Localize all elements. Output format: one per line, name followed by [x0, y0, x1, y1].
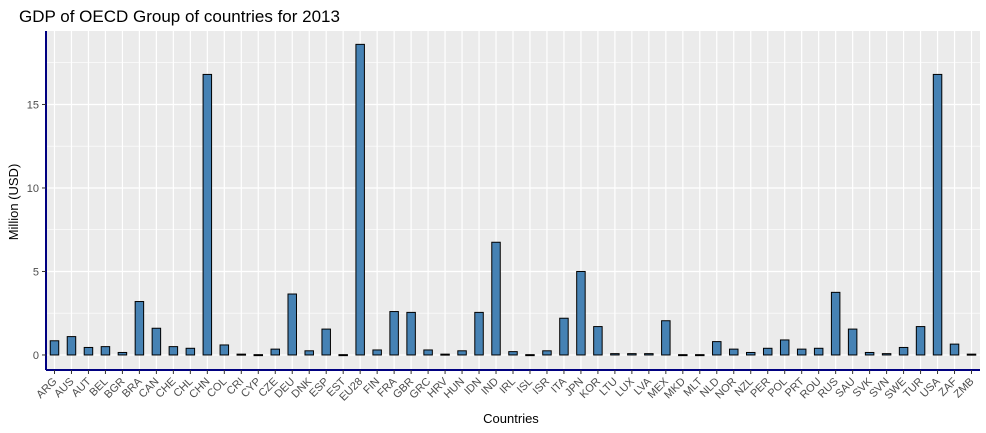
- bar-cri: [236, 353, 247, 356]
- bar-per: [762, 347, 773, 356]
- bar-che: [168, 346, 179, 356]
- bar-rus: [830, 291, 841, 356]
- bar-rou: [813, 347, 824, 356]
- chart-title: GDP of OECD Group of countries for 2013: [19, 7, 340, 26]
- y-axis-title: Million (USD): [6, 164, 21, 241]
- bar-fra: [389, 311, 399, 356]
- bar-isl: [525, 354, 535, 357]
- y-tick-label: 0: [33, 350, 39, 362]
- x-tick-label: ISL: [515, 376, 535, 396]
- bar-deu: [287, 293, 297, 356]
- bar-nld: [712, 341, 722, 356]
- bar-irl: [508, 351, 518, 356]
- bar-gbr: [406, 311, 416, 356]
- y-tick-label: 15: [27, 99, 39, 111]
- bar-ita: [559, 317, 569, 356]
- bar-cyp: [253, 354, 264, 357]
- bar-zaf: [949, 343, 960, 356]
- bar-kor: [593, 326, 603, 356]
- x-tick-label: ZMB: [952, 376, 977, 401]
- bar-esp: [321, 328, 331, 356]
- bar-ltu: [610, 353, 620, 356]
- bar-fin: [372, 349, 382, 356]
- y-tick-label: 5: [33, 266, 39, 278]
- bar-idn: [474, 311, 484, 356]
- bar-eu28: [355, 43, 365, 356]
- bar-cze: [270, 348, 281, 356]
- x-axis-title: Countries: [483, 411, 539, 426]
- bar-mkd: [678, 354, 688, 357]
- y-tick-labels: 0 5 10 15: [27, 99, 39, 361]
- bar-chn: [202, 73, 213, 356]
- bar-tur: [915, 326, 926, 356]
- bar-col: [219, 344, 230, 356]
- bars: [49, 43, 977, 357]
- bar-mex: [661, 320, 671, 356]
- x-tick-labels: ARGAUSAUTBELBGRBRACANCHECHLCHNCOLCRICYPC…: [34, 375, 976, 403]
- bar-bgr: [117, 351, 128, 356]
- bar-grc: [423, 349, 433, 356]
- bar-hun: [457, 350, 467, 356]
- bar-isr: [542, 350, 552, 356]
- bar-est: [338, 354, 348, 357]
- y-tick-label: 10: [27, 183, 39, 195]
- bar-svk: [864, 351, 875, 356]
- bar-nzl: [746, 351, 756, 356]
- bar-arg: [49, 340, 60, 356]
- bar-usa: [932, 73, 943, 356]
- bar-bel: [100, 346, 111, 356]
- axes: [42, 31, 980, 374]
- bar-pol: [779, 339, 790, 356]
- bar-lux: [627, 353, 637, 356]
- bar-nor: [729, 348, 739, 356]
- bar-ind: [491, 241, 501, 356]
- bar-mlt: [695, 354, 705, 357]
- bar-prt: [796, 348, 807, 356]
- bar-zmb: [966, 353, 977, 356]
- bar-sau: [847, 328, 858, 356]
- bar-dnk: [304, 350, 314, 356]
- bar-swe: [898, 346, 909, 356]
- bar-aus: [66, 336, 77, 356]
- bar-jpn: [576, 270, 586, 356]
- bar-bra: [134, 301, 145, 356]
- bar-svn: [881, 353, 892, 356]
- bar-aut: [83, 346, 94, 356]
- bar-hrv: [440, 353, 450, 356]
- bar-lva: [644, 353, 654, 356]
- bar-can: [151, 327, 162, 356]
- bar-chl: [185, 347, 196, 356]
